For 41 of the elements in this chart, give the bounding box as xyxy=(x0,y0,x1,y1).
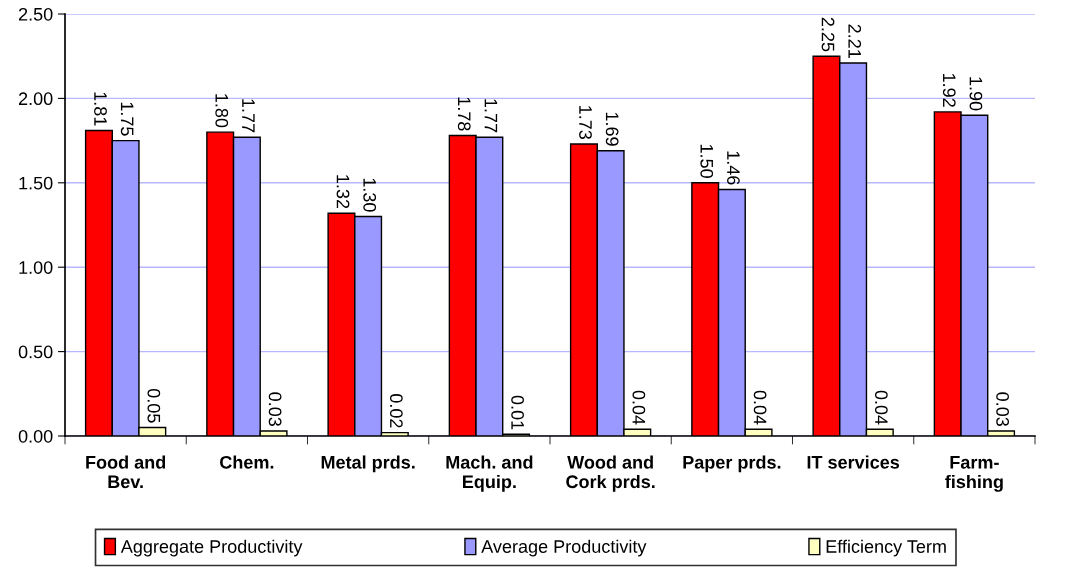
x-tick-label: Wood and Cork prds. xyxy=(566,455,655,492)
x-tick-label: Food and Bev. xyxy=(86,455,166,489)
data-label: 1.90 xyxy=(969,77,983,111)
data-label: 1.46 xyxy=(727,151,740,185)
y-tick-label: 2.00 xyxy=(18,92,53,106)
data-label: 0.02 xyxy=(389,394,403,428)
x-tick-label: Chem. xyxy=(220,455,274,469)
data-label: 1.30 xyxy=(363,178,377,212)
x-tick-label: Farm- fishing xyxy=(945,456,1003,492)
data-label: 0.05 xyxy=(147,388,161,423)
data-label: 1.77 xyxy=(242,99,255,133)
y-tick-label: 1.50 xyxy=(19,176,53,190)
data-label: 0.01 xyxy=(511,395,524,430)
data-label: 1.78 xyxy=(457,97,471,131)
data-label: 0.04 xyxy=(874,390,888,425)
data-label: 1.77 xyxy=(484,99,498,133)
data-label: 1.92 xyxy=(942,73,956,107)
legend-label: Efficiency Term xyxy=(826,539,946,557)
y-tick-label: 0.50 xyxy=(18,345,53,359)
data-label: 1.73 xyxy=(579,106,592,140)
x-tick-label: Paper prds. xyxy=(683,455,781,473)
data-label: 2.21 xyxy=(848,24,862,58)
x-tick-label: Mach. and Equip. xyxy=(446,455,533,492)
data-label: 1.69 xyxy=(605,112,619,146)
data-label: 0.03 xyxy=(996,392,1009,426)
data-label: 0.04 xyxy=(632,390,646,425)
data-label: 0.03 xyxy=(268,392,282,426)
data-label: 1.80 xyxy=(215,94,229,128)
legend-label: Aggregate Productivity xyxy=(120,539,303,557)
y-tick-label: 0.00 xyxy=(18,429,53,443)
x-tick-label: IT services xyxy=(807,455,900,469)
data-label: 1.50 xyxy=(700,144,714,178)
y-tick-label: 1.00 xyxy=(19,261,53,274)
legend-label: Average Productivity xyxy=(481,539,647,557)
x-tick-label: Metal prds. xyxy=(321,455,415,473)
data-label: 1.32 xyxy=(336,175,350,209)
y-tick-label: 2.50 xyxy=(18,7,53,21)
data-label: 2.25 xyxy=(821,17,835,52)
data-label: 0.04 xyxy=(753,390,767,425)
data-label: 1.81 xyxy=(94,92,107,126)
data-label: 1.75 xyxy=(120,102,134,136)
